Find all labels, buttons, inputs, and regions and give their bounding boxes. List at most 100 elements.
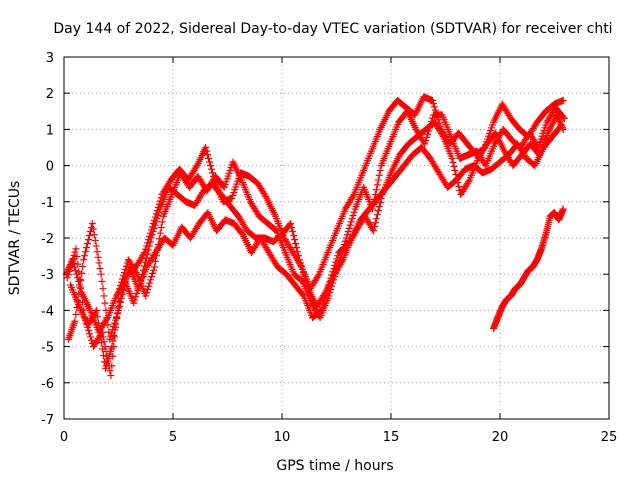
data-point [291, 236, 299, 244]
data-point [299, 291, 307, 299]
data-point [113, 314, 121, 322]
y-axis-label: SDTVAR / TECUs [7, 181, 23, 296]
data-point [116, 298, 124, 306]
data-point [132, 293, 140, 301]
data-point [77, 283, 85, 291]
y-tick-label: -2 [41, 232, 54, 247]
data-point [81, 314, 89, 322]
data-point [110, 331, 118, 339]
data-point [370, 195, 378, 203]
data-point [71, 248, 79, 256]
data-point [202, 144, 210, 151]
data-point [154, 240, 162, 248]
data-point [449, 158, 457, 166]
data-point [349, 192, 357, 200]
data-point [560, 115, 568, 123]
data-point [559, 205, 567, 213]
data-point [114, 304, 122, 312]
data-point [332, 269, 340, 277]
data-point [122, 273, 130, 281]
data-point [116, 298, 124, 306]
data-point [374, 207, 382, 215]
data-series [62, 93, 568, 380]
data-point [107, 372, 115, 380]
data-point [151, 257, 159, 265]
data-point [336, 253, 344, 261]
data-point [109, 337, 117, 345]
data-point [75, 268, 83, 276]
y-tick-label: -4 [41, 304, 54, 319]
y-tick-label: -7 [41, 413, 54, 428]
data-point [123, 269, 131, 277]
data-point [91, 236, 99, 244]
data-point [450, 162, 458, 170]
y-tick-label: -6 [41, 377, 54, 392]
data-point [94, 313, 102, 321]
data-point [375, 203, 383, 211]
data-point [377, 195, 385, 203]
data-point [156, 197, 164, 205]
data-point [338, 247, 346, 255]
data-point [369, 200, 377, 208]
data-point [147, 226, 155, 234]
data-point [451, 166, 459, 174]
data-point [111, 333, 119, 341]
data-point [144, 285, 152, 293]
y-tick-label: -1 [41, 196, 54, 211]
data-point [94, 253, 102, 261]
data-point [107, 332, 115, 340]
data-point [97, 270, 105, 278]
data-point [146, 232, 154, 240]
data-point [345, 224, 353, 232]
data-point [111, 319, 119, 327]
data-point [101, 299, 109, 307]
data-point [98, 277, 106, 285]
data-point [87, 333, 95, 341]
data-point [72, 267, 80, 275]
data-point [95, 319, 103, 327]
data-point [290, 232, 298, 240]
data-point [64, 271, 72, 279]
data-point [372, 215, 380, 223]
chart-title: Day 144 of 2022, Sidereal Day-to-day VTE… [53, 21, 612, 37]
data-point [78, 291, 86, 299]
data-point [327, 285, 335, 293]
data-point [83, 320, 91, 328]
data-point [132, 269, 140, 277]
data-point [336, 257, 344, 265]
data-point [373, 181, 381, 189]
data-point [297, 261, 305, 269]
data-point [120, 269, 128, 277]
data-point [145, 236, 153, 244]
data-point [154, 203, 162, 211]
data-point [99, 333, 107, 341]
data-point [339, 244, 347, 252]
data-point [158, 218, 166, 226]
data-point [374, 176, 382, 184]
data-point [151, 213, 159, 221]
data-point [66, 264, 74, 272]
data-point [325, 292, 333, 300]
data-point [90, 231, 98, 239]
data-point [79, 298, 87, 306]
data-point [421, 140, 429, 148]
series-track-5 [489, 205, 567, 332]
data-point [96, 265, 104, 273]
data-point [328, 282, 336, 290]
data-point [146, 229, 154, 237]
data-point [448, 154, 456, 162]
data-point [83, 244, 91, 252]
data-point [85, 327, 93, 335]
data-point [72, 310, 80, 318]
data-point [348, 215, 356, 223]
data-point [347, 218, 355, 226]
data-point [146, 279, 154, 287]
data-point [153, 207, 161, 215]
data-point [424, 130, 432, 138]
data-point [130, 299, 138, 307]
data-point [145, 282, 153, 290]
data-point [95, 259, 103, 267]
data-point [115, 294, 123, 302]
data-point [73, 253, 81, 261]
data-point [121, 279, 129, 287]
